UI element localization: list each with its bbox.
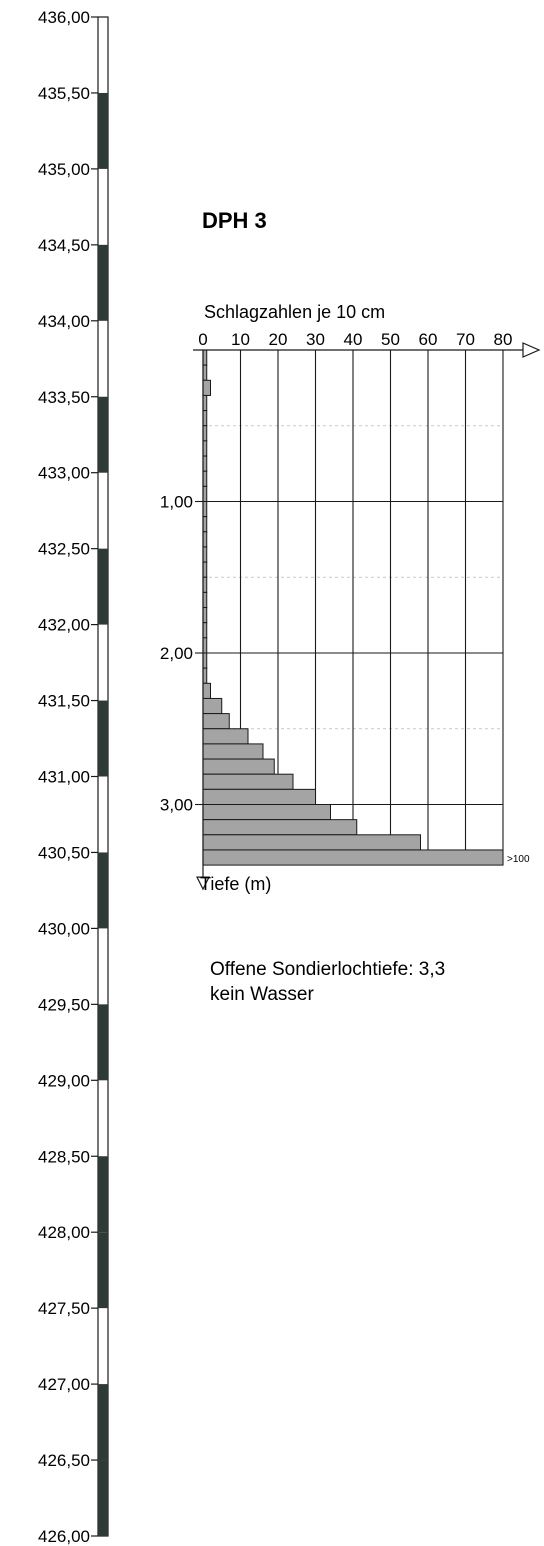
x-tick-label: 0	[198, 330, 207, 349]
elevation-tick-label: 430,50	[38, 843, 90, 862]
x-tick-label: 10	[231, 330, 250, 349]
y-axis-title: Tiefe (m)	[200, 874, 271, 894]
bar	[203, 835, 421, 850]
elevation-tick-label: 432,00	[38, 616, 90, 635]
bar	[203, 683, 211, 698]
elevation-tick-label: 427,50	[38, 1299, 90, 1318]
elevation-tick-label: 433,50	[38, 388, 90, 407]
depth-tick-label: 3,00	[160, 796, 193, 815]
bar	[203, 759, 274, 774]
elevation-strip-dark-segment	[98, 549, 108, 625]
depth-tick-label: 2,00	[160, 644, 193, 663]
bar	[203, 774, 293, 789]
x-tick-label: 50	[381, 330, 400, 349]
bar	[203, 698, 222, 713]
x-tick-label: 30	[306, 330, 325, 349]
x-tick-label: 80	[494, 330, 513, 349]
bar	[203, 729, 248, 744]
x-tick-label: 70	[456, 330, 475, 349]
elevation-tick-label: 428,00	[38, 1223, 90, 1242]
elevation-strip-dark-segment	[98, 852, 108, 928]
x-tick-label: 60	[419, 330, 438, 349]
x-axis-title: Schlagzahlen je 10 cm	[204, 302, 385, 322]
note-no-water: kein Wasser	[210, 984, 314, 1005]
elevation-tick-label: 436,00	[38, 8, 90, 27]
elevation-tick-label: 435,00	[38, 160, 90, 179]
bar	[203, 789, 316, 804]
elevation-tick-label: 430,00	[38, 919, 90, 938]
elevation-tick-label: 428,50	[38, 1147, 90, 1166]
chart-title: DPH 3	[202, 208, 267, 233]
elevation-strip-dark-segment	[98, 397, 108, 473]
elevation-strip-dark-segment	[98, 1156, 108, 1232]
x-tick-label: 40	[344, 330, 363, 349]
depth-tick-label: 1,00	[160, 493, 193, 512]
note-borehole-depth: Offene Sondierlochtiefe: 3,3	[210, 959, 445, 980]
elevation-strip-dark-segment	[98, 1384, 108, 1460]
elevation-tick-label: 432,50	[38, 540, 90, 559]
elevation-tick-label: 431,50	[38, 692, 90, 711]
over-range-label: >100	[507, 854, 530, 865]
bar	[203, 820, 357, 835]
bar	[203, 805, 331, 820]
elevation-scale: 436,00 435,50 435,00 434,50 434,00 433,50 433,…	[38, 8, 108, 1546]
elevation-tick-label: 431,00	[38, 768, 90, 787]
elevation-strip-dark-segment	[98, 93, 108, 169]
bar	[203, 380, 211, 395]
elevation-strip-dark-segment	[98, 701, 108, 777]
elevation-tick-label: 426,50	[38, 1451, 90, 1470]
elevation-tick-label: 429,50	[38, 995, 90, 1014]
elevation-tick-label: 426,00	[38, 1527, 90, 1546]
elevation-strip-dark-segment	[98, 1460, 108, 1536]
elevation-tick-label: 433,00	[38, 464, 90, 483]
elevation-tick-label: 429,00	[38, 1071, 90, 1090]
elevation-strip-dark-segment	[98, 1004, 108, 1080]
bar	[203, 744, 263, 759]
plot-area: 1,00 2,00 3,00 >100 0 10 20 30 40 50 60 70 80	[160, 330, 539, 889]
x-axis-arrow	[523, 343, 539, 357]
elevation-tick-label: 434,50	[38, 236, 90, 255]
elevation-tick-label: 434,00	[38, 312, 90, 331]
elevation-tick-label: 435,50	[38, 84, 90, 103]
bar	[203, 714, 229, 729]
bar	[203, 850, 503, 865]
elevation-tick-label: 427,00	[38, 1375, 90, 1394]
elevation-strip-dark-segment	[98, 245, 108, 321]
x-tick-label: 20	[269, 330, 288, 349]
elevation-strip-dark-segment	[98, 1232, 108, 1308]
